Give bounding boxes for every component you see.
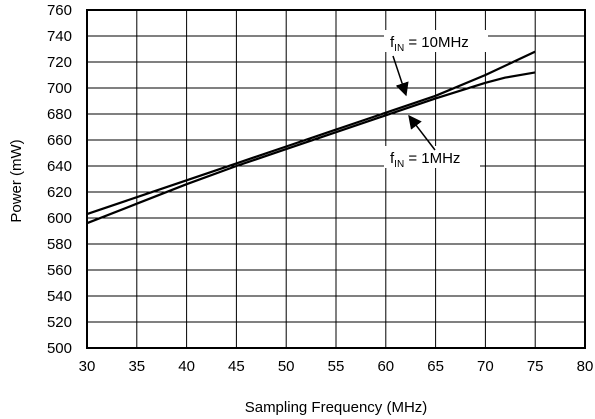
y-tick-label: 660 bbox=[47, 132, 72, 149]
series-annotation-label: fIN = 10MHz bbox=[390, 34, 469, 54]
y-axis-ticks: 500 520 540 560 580 600 620 640 660 680 700 720 740 7… bbox=[47, 2, 72, 357]
y-tick-label: 720 bbox=[47, 54, 72, 71]
annotation-background bbox=[384, 146, 480, 168]
x-tick-label: 35 bbox=[128, 358, 145, 375]
y-tick-label: 580 bbox=[47, 236, 72, 253]
y-tick-label: 500 bbox=[47, 340, 72, 357]
series-line-1 bbox=[86, 71, 536, 225]
annotation-arrow bbox=[392, 55, 409, 97]
x-tick-label: 65 bbox=[427, 358, 444, 375]
x-tick-label: 75 bbox=[527, 358, 544, 375]
x-tick-label: 60 bbox=[377, 358, 394, 375]
y-tick-label: 700 bbox=[47, 80, 72, 97]
series-lines bbox=[86, 50, 536, 225]
x-tick-label: 70 bbox=[477, 358, 494, 375]
y-tick-label: 520 bbox=[47, 314, 72, 331]
x-tick-label: 55 bbox=[328, 358, 345, 375]
x-tick-label: 30 bbox=[79, 358, 96, 375]
x-axis-label: Sampling Frequency (MHz) bbox=[245, 399, 428, 416]
annotation-background bbox=[384, 30, 488, 52]
y-tick-label: 540 bbox=[47, 288, 72, 305]
series-annotation-label: fIN = 1MHz bbox=[390, 150, 460, 170]
x-axis-ticks: 30 35 40 45 50 55 60 65 70 75 80 bbox=[79, 358, 594, 375]
series-line-0 bbox=[86, 50, 536, 216]
grid bbox=[86, 9, 586, 349]
y-tick-label: 680 bbox=[47, 106, 72, 123]
y-tick-label: 600 bbox=[47, 210, 72, 227]
y-tick-label: 640 bbox=[47, 158, 72, 175]
y-axis-label: Power (mW) bbox=[8, 139, 25, 222]
x-tick-label: 80 bbox=[577, 358, 594, 375]
x-tick-label: 50 bbox=[278, 358, 295, 375]
x-tick-label: 40 bbox=[178, 358, 195, 375]
plot-frame bbox=[86, 9, 586, 349]
x-tick-label: 45 bbox=[228, 358, 245, 375]
annotation-arrow bbox=[408, 114, 436, 151]
y-tick-label: 740 bbox=[47, 28, 72, 45]
annotations: fIN = 10MHz fIN = 1MHz bbox=[384, 30, 488, 170]
y-tick-label: 620 bbox=[47, 184, 72, 201]
y-tick-label: 560 bbox=[47, 262, 72, 279]
y-tick-label: 760 bbox=[47, 2, 72, 19]
